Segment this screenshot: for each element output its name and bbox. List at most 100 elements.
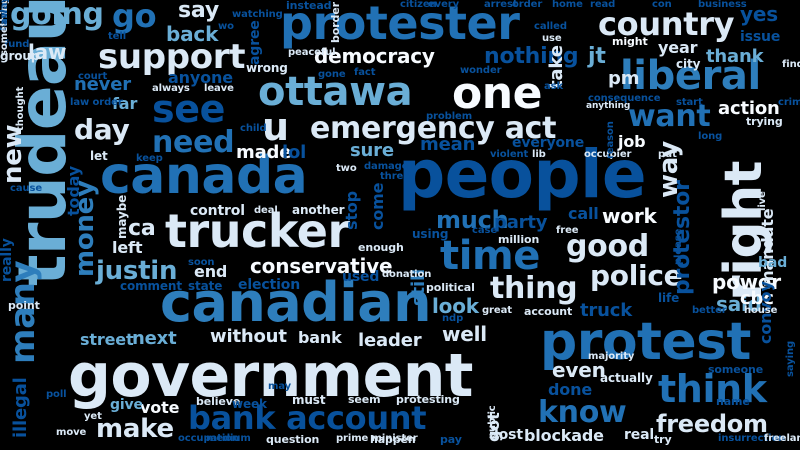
word-majority: majority: [588, 352, 634, 362]
word-know: know: [538, 398, 626, 428]
word-left: left: [112, 240, 142, 256]
word-name: name: [716, 396, 750, 407]
word-pay: pay: [440, 434, 462, 445]
word-street: street: [80, 332, 133, 348]
word-use: use: [542, 34, 562, 44]
word-put: put: [658, 150, 677, 160]
word-poll: poll: [46, 390, 66, 400]
word-ndp: ndp: [442, 314, 463, 324]
word-stop: stop: [344, 191, 360, 230]
word-truck: truck: [580, 302, 632, 320]
word-wo: wo: [218, 22, 234, 32]
word-gone: gone: [318, 70, 346, 80]
word-called: called: [534, 22, 567, 32]
word-without: without: [210, 328, 287, 346]
word-occupation: occupation: [178, 434, 239, 444]
word-going: going: [10, 0, 104, 30]
word-law-order: law order: [70, 98, 123, 108]
word-week: week: [232, 398, 267, 410]
word-issue: issue: [740, 30, 780, 44]
word-city: city: [676, 58, 700, 70]
word-actually: actually: [600, 372, 653, 384]
word-soon: soon: [188, 258, 214, 268]
word-thought: thought: [16, 87, 26, 131]
word-mandate: mandate: [760, 209, 776, 288]
word-blockade: blockade: [524, 428, 604, 444]
word-pm: pm: [608, 70, 639, 88]
word-fact: fact: [354, 68, 375, 78]
word-find: find: [782, 60, 800, 70]
word-must: must: [292, 394, 325, 406]
word-peaceful: peaceful: [288, 48, 336, 58]
word-go: go: [112, 0, 156, 32]
word-freeland: freeland: [764, 434, 800, 444]
word-maybe: maybe: [116, 195, 128, 239]
word-may: may: [268, 382, 291, 392]
word-court: court: [78, 72, 107, 82]
word-illegal: illegal: [12, 377, 30, 438]
word-great: great: [482, 306, 512, 316]
word-case: case: [472, 226, 497, 236]
word-wonder: wonder: [460, 66, 502, 76]
word-party: party: [494, 214, 547, 232]
word-sure: sure: [350, 142, 394, 160]
word-election: election: [238, 278, 300, 292]
word-life: life: [658, 292, 679, 304]
word-police: police: [590, 262, 682, 290]
word-even: even: [552, 360, 606, 380]
word-mean: mean: [420, 136, 475, 154]
word-trying: trying: [746, 116, 783, 127]
word-let: let: [90, 150, 108, 162]
word-make: make: [96, 416, 174, 442]
word-wrong: wrong: [246, 62, 288, 74]
word-free: free: [556, 226, 578, 236]
word-give: give: [110, 398, 143, 412]
word-move: move: [56, 428, 86, 438]
word-lol: lol: [282, 144, 306, 162]
word-protesting: protesting: [396, 394, 460, 405]
word-agree: agree: [248, 20, 262, 65]
word-con: con: [652, 0, 672, 10]
word-child: child: [240, 124, 267, 134]
word-seem: seem: [348, 394, 381, 405]
word-back: back: [166, 24, 218, 44]
word-new: new: [0, 125, 26, 184]
word-might: might: [612, 36, 648, 47]
word-state: state: [188, 280, 222, 292]
word-happen: happen: [370, 434, 416, 445]
word-call: call: [568, 206, 599, 222]
word-reason: reason: [606, 121, 616, 159]
word-order: order: [512, 0, 542, 10]
word-read: read: [590, 0, 615, 10]
word-million: million: [498, 234, 539, 245]
word-every: every: [428, 0, 459, 10]
word-someone: someone: [708, 364, 763, 375]
word-work: work: [602, 206, 657, 226]
word-say: say: [178, 0, 219, 22]
word-leave: leave: [204, 84, 234, 94]
word-cause: cause: [10, 184, 42, 194]
word-lib: lib: [532, 150, 546, 160]
word-one: one: [452, 72, 542, 116]
word-long: long: [698, 132, 722, 142]
word-bank: bank: [298, 330, 342, 346]
word-live: live: [758, 191, 768, 211]
word-deal: deal: [254, 206, 278, 216]
word-start: start: [676, 98, 703, 108]
word-vote: vote: [140, 400, 179, 416]
word-thing: thing: [490, 274, 577, 304]
word-home: home: [552, 0, 583, 10]
word-instead: instead: [286, 0, 331, 11]
word-consequence: consequence: [588, 94, 660, 104]
word-job: job: [618, 134, 645, 150]
word-please: please: [674, 229, 684, 265]
word-real: real: [624, 428, 654, 442]
word-next: next: [132, 330, 177, 348]
word-day: day: [74, 116, 130, 144]
word-away: away: [0, 0, 10, 25]
word-point: point: [8, 300, 40, 311]
word-another: another: [292, 204, 344, 216]
word-problem: problem: [426, 112, 472, 122]
word-criminal: criminal: [778, 98, 800, 108]
